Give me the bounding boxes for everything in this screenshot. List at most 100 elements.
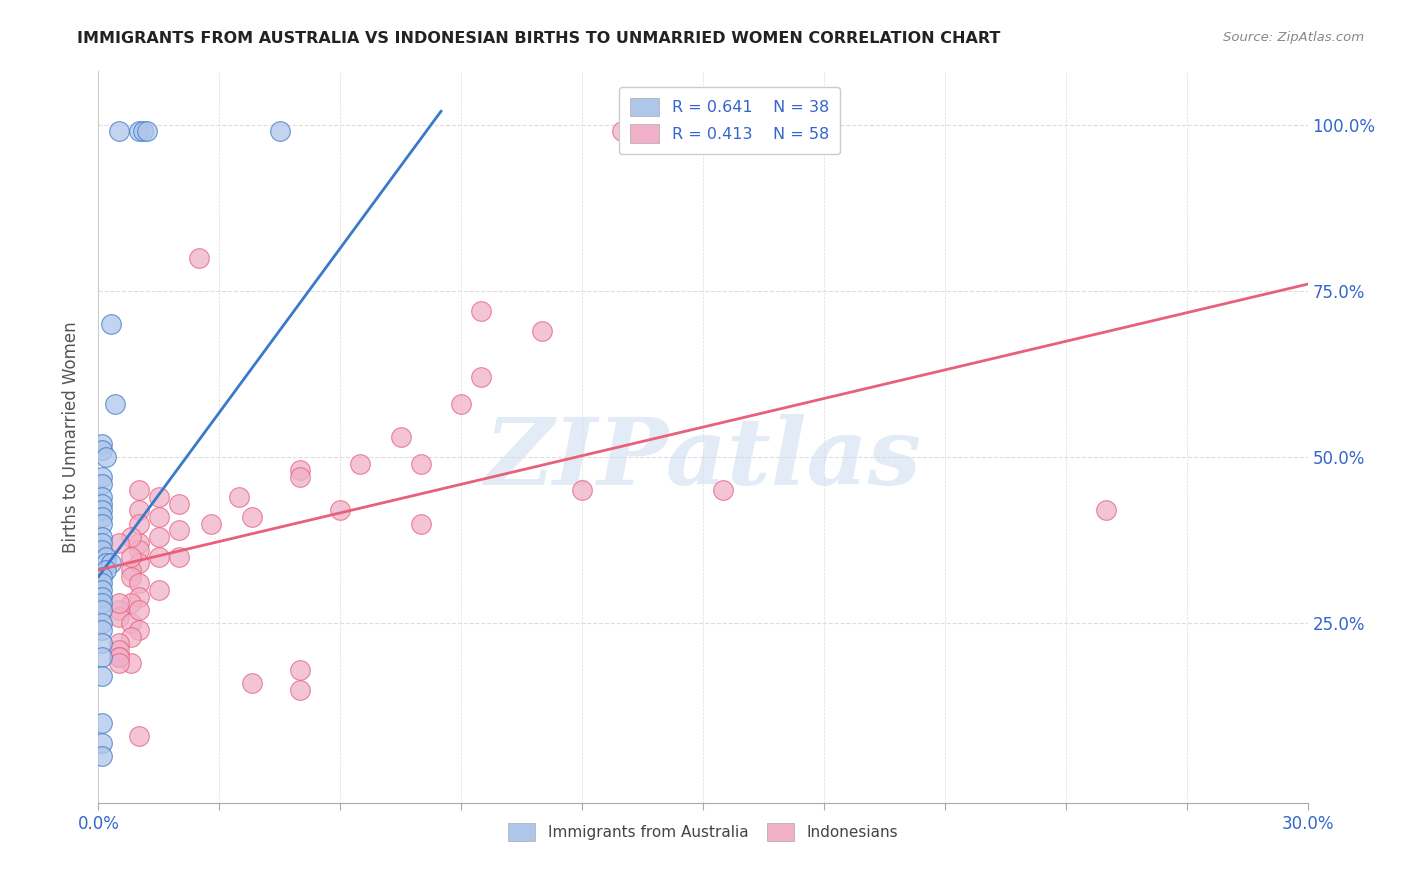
Point <box>91 582 114 597</box>
Point <box>135 124 157 138</box>
Point <box>240 509 263 524</box>
Point <box>288 663 311 677</box>
Point <box>148 582 170 597</box>
Legend: Immigrants from Australia, Indonesians: Immigrants from Australia, Indonesians <box>499 814 907 850</box>
Point <box>167 549 190 564</box>
Point <box>120 630 142 644</box>
Point <box>188 251 211 265</box>
Point <box>240 676 263 690</box>
Y-axis label: Births to Unmarried Women: Births to Unmarried Women <box>62 321 80 553</box>
Point <box>128 590 150 604</box>
Point <box>100 557 122 571</box>
Point <box>91 636 114 650</box>
Point <box>91 490 114 504</box>
Point <box>167 497 190 511</box>
Point <box>450 397 472 411</box>
Point <box>389 430 412 444</box>
Point <box>91 476 114 491</box>
Point <box>107 643 129 657</box>
Point <box>107 649 129 664</box>
Point <box>288 463 311 477</box>
Point <box>107 656 129 670</box>
Point <box>120 656 142 670</box>
Point <box>91 749 114 764</box>
Point <box>107 636 129 650</box>
Text: ZIPatlas: ZIPatlas <box>485 414 921 504</box>
Text: Source: ZipAtlas.com: Source: ZipAtlas.com <box>1223 31 1364 45</box>
Point <box>91 436 114 450</box>
Point <box>128 516 150 531</box>
Point <box>128 124 150 138</box>
Point <box>128 623 150 637</box>
Point <box>96 450 118 464</box>
Point <box>228 490 250 504</box>
Point <box>91 443 114 458</box>
Point <box>91 503 114 517</box>
Point <box>91 669 114 683</box>
Point <box>148 549 170 564</box>
Point <box>470 303 492 318</box>
Point <box>120 570 142 584</box>
Point <box>148 509 170 524</box>
Point <box>409 457 432 471</box>
Point <box>200 516 222 531</box>
Point <box>107 609 129 624</box>
Point <box>530 324 553 338</box>
Point <box>91 470 114 484</box>
Point <box>269 124 291 138</box>
Point <box>128 536 150 550</box>
Point <box>128 483 150 498</box>
Point <box>120 530 142 544</box>
Point <box>132 124 155 138</box>
Point <box>91 536 114 550</box>
Point <box>91 509 114 524</box>
Text: IMMIGRANTS FROM AUSTRALIA VS INDONESIAN BIRTHS TO UNMARRIED WOMEN CORRELATION CH: IMMIGRANTS FROM AUSTRALIA VS INDONESIAN … <box>77 31 1001 46</box>
Point <box>91 590 114 604</box>
Point <box>107 596 129 610</box>
Point <box>91 736 114 750</box>
Point <box>91 716 114 731</box>
Point <box>91 570 114 584</box>
Point <box>107 124 129 138</box>
Point <box>91 649 114 664</box>
Point <box>107 603 129 617</box>
Point <box>120 596 142 610</box>
Point <box>96 563 118 577</box>
Point <box>91 516 114 531</box>
Point <box>612 124 634 138</box>
Point <box>288 470 311 484</box>
Point <box>120 616 142 631</box>
Point <box>120 549 142 564</box>
Point <box>349 457 371 471</box>
Point <box>107 649 129 664</box>
Point <box>91 596 114 610</box>
Point <box>100 317 122 331</box>
Point <box>409 516 432 531</box>
Point <box>91 497 114 511</box>
Point <box>120 563 142 577</box>
Point <box>128 603 150 617</box>
Point <box>91 530 114 544</box>
Point <box>148 490 170 504</box>
Point <box>128 503 150 517</box>
Point <box>91 623 114 637</box>
Point <box>103 397 125 411</box>
Point <box>148 530 170 544</box>
Point <box>288 682 311 697</box>
Point <box>91 576 114 591</box>
Point <box>128 729 150 743</box>
Point <box>128 557 150 571</box>
Point <box>571 483 593 498</box>
Point <box>107 536 129 550</box>
Point <box>91 616 114 631</box>
Point <box>96 549 118 564</box>
Point <box>91 603 114 617</box>
Point <box>470 370 492 384</box>
Point <box>167 523 190 537</box>
Point <box>96 557 118 571</box>
Point <box>329 503 352 517</box>
Point <box>1095 503 1118 517</box>
Point <box>91 543 114 558</box>
Point <box>711 483 734 498</box>
Point <box>128 576 150 591</box>
